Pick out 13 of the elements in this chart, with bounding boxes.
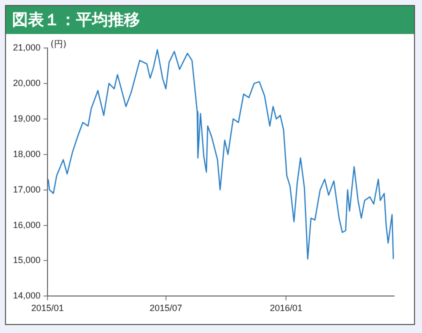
x-tick-label: 2015/07 — [150, 303, 182, 314]
y-tick-label: 14,000 — [12, 290, 41, 301]
x-tick-label: 2015/01 — [31, 303, 64, 314]
chart-title: 図表１：平均推移 — [6, 6, 414, 34]
y-tick-label: 17,000 — [12, 184, 41, 194]
y-tick-label: 18,000 — [12, 148, 41, 159]
y-tick-label: 20,000 — [12, 78, 41, 88]
y-tick-label: 19,000 — [12, 113, 41, 124]
y-tick-label: 21,000 — [12, 42, 41, 52]
x-tick-label: 2016/01 — [270, 303, 302, 314]
y-tick-label: 16,000 — [12, 220, 41, 230]
y-axis-title: (円) — [50, 40, 67, 50]
y-tick-label: 15,000 — [12, 255, 41, 266]
